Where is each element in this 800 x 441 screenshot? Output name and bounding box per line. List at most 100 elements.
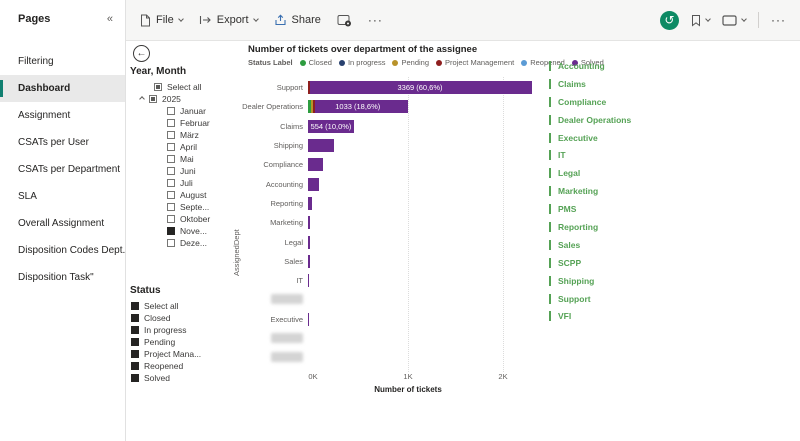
department-item-support[interactable]: Support: [549, 290, 631, 308]
filter-item-select-all[interactable]: Select all: [130, 300, 234, 312]
department-item-legal[interactable]: Legal: [549, 164, 631, 182]
filter-item-septe[interactable]: Septe...: [130, 201, 234, 213]
department-item-sales[interactable]: Sales: [549, 236, 631, 254]
bar-segment-solved[interactable]: [308, 255, 310, 269]
sidebar-item-filtering[interactable]: Filtering: [0, 48, 125, 75]
sidebar-item-sla[interactable]: SLA: [0, 183, 125, 210]
sidebar-item-disposition-task[interactable]: Disposition Task": [0, 264, 125, 291]
bar-segment-pending[interactable]: [311, 100, 313, 114]
legend-item-pending[interactable]: Pending: [392, 58, 429, 67]
refresh-button[interactable]: ↺: [660, 10, 679, 30]
checkbox-select-all[interactable]: [154, 83, 162, 91]
toolbar-more-button[interactable]: ···: [367, 13, 383, 27]
checkbox-septe[interactable]: [167, 203, 175, 211]
bar-segment-solved[interactable]: [309, 81, 532, 95]
sidebar-item-csats-per-department[interactable]: CSATs per Department: [0, 156, 125, 183]
filter-item-februar[interactable]: Februar: [130, 117, 234, 129]
sidebar-item-disposition-codes-dept[interactable]: Disposition Codes Dept...: [0, 237, 131, 264]
bar-segment-solved[interactable]: [308, 235, 310, 249]
department-item-shipping[interactable]: Shipping: [549, 272, 631, 290]
filter-item-closed[interactable]: Closed: [130, 312, 234, 324]
checkbox-august[interactable]: [167, 191, 175, 199]
checkbox-reopened[interactable]: [131, 362, 139, 370]
sidebar-collapse-icon[interactable]: «: [106, 13, 113, 25]
filter-item-solved[interactable]: Solved: [130, 372, 234, 384]
bar-segment-solved[interactable]: [308, 139, 334, 153]
export-menu-button[interactable]: Export: [199, 14, 259, 26]
filter-item-in-progress[interactable]: In progress: [130, 324, 234, 336]
checkbox-m-rz[interactable]: [167, 131, 175, 139]
department-item-dealer-operations[interactable]: Dealer Operations: [549, 111, 631, 129]
bar-segment-project-management[interactable]: [308, 81, 310, 95]
filter-item-april[interactable]: April: [130, 141, 234, 153]
department-item-reporting[interactable]: Reporting: [549, 218, 631, 236]
checkbox-juli[interactable]: [167, 179, 175, 187]
filter-item-august[interactable]: August: [130, 189, 234, 201]
filter-item-januar[interactable]: Januar: [130, 105, 234, 117]
bar-segment-solved[interactable]: [314, 100, 408, 114]
department-item-vfi[interactable]: VFI: [549, 307, 631, 325]
filter-item-oktober[interactable]: Oktober: [130, 213, 234, 225]
bar-segment-solved[interactable]: [308, 216, 310, 230]
filter-item-2025[interactable]: 2025: [130, 93, 234, 105]
checkbox-in-progress[interactable]: [131, 326, 139, 334]
bar-segment-project-management[interactable]: [312, 100, 315, 114]
filter-item-pending[interactable]: Pending: [130, 336, 234, 348]
collapse-caret-icon[interactable]: [139, 96, 145, 102]
legend-item-project-management[interactable]: Project Management: [436, 58, 514, 67]
department-item-marketing[interactable]: Marketing: [549, 182, 631, 200]
checkbox-select-all[interactable]: [131, 302, 139, 310]
department-item-accounting[interactable]: Accounting: [549, 57, 631, 75]
bar-segment-closed[interactable]: [308, 100, 311, 114]
checkbox-solved[interactable]: [131, 374, 139, 382]
legend-item-closed[interactable]: Closed: [299, 58, 332, 67]
checkbox-april[interactable]: [167, 143, 175, 151]
legend-item-in-progress[interactable]: In progress: [338, 58, 385, 67]
filter-item-juni[interactable]: Juni: [130, 165, 234, 177]
checkbox-closed[interactable]: [131, 314, 139, 322]
department-item-pms[interactable]: PMS: [549, 200, 631, 218]
sidebar-item-dashboard[interactable]: Dashboard: [0, 75, 125, 102]
filter-item-nove[interactable]: Nove...: [130, 225, 234, 237]
filter-item-select-all[interactable]: Select all: [130, 81, 234, 93]
filter-item-deze[interactable]: Deze...: [130, 237, 234, 249]
bar-segment-solved[interactable]: [308, 119, 354, 133]
checkbox-mai[interactable]: [167, 155, 175, 163]
filter-item-mai[interactable]: Mai: [130, 153, 234, 165]
bar-segment-solved[interactable]: [308, 313, 309, 327]
checkbox-februar[interactable]: [167, 119, 175, 127]
checkbox-project-mana[interactable]: [131, 350, 139, 358]
view-mode-button[interactable]: [722, 14, 747, 26]
settings-badge-button[interactable]: [337, 14, 352, 27]
back-button[interactable]: ←: [133, 45, 150, 62]
department-item-claims[interactable]: Claims: [549, 75, 631, 93]
sidebar-item-assignment[interactable]: Assignment: [0, 102, 125, 129]
department-item-scpp[interactable]: SCPP: [549, 254, 631, 272]
checkbox-nove[interactable]: [167, 227, 175, 235]
legend-item-reopened[interactable]: Reopened: [521, 58, 565, 67]
filter-item-m-rz[interactable]: März: [130, 129, 234, 141]
department-item-it[interactable]: IT: [549, 146, 631, 164]
filter-item-project-mana[interactable]: Project Mana...: [130, 348, 234, 360]
bar-segment-solved[interactable]: [308, 197, 312, 211]
sidebar-item-csats-per-user[interactable]: CSATs per User: [0, 129, 125, 156]
bar-segment-solved[interactable]: [308, 177, 319, 191]
checkbox-pending[interactable]: [131, 338, 139, 346]
checkbox-2025[interactable]: [149, 95, 157, 103]
bookmarks-button[interactable]: [691, 14, 711, 27]
toolbar-overflow-button[interactable]: ···: [771, 13, 786, 27]
bar-segment-solved[interactable]: [308, 274, 309, 288]
legend-item-solved[interactable]: Solved: [571, 58, 604, 67]
checkbox-januar[interactable]: [167, 107, 175, 115]
share-button[interactable]: Share: [274, 14, 321, 26]
checkbox-deze[interactable]: [167, 239, 175, 247]
sidebar-item-overall-assignment[interactable]: Overall Assignment: [0, 210, 125, 237]
bar-segment-solved[interactable]: [308, 158, 323, 172]
department-item-executive[interactable]: Executive: [549, 129, 631, 147]
checkbox-oktober[interactable]: [167, 215, 175, 223]
checkbox-juni[interactable]: [167, 167, 175, 175]
filter-item-juli[interactable]: Juli: [130, 177, 234, 189]
department-item-compliance[interactable]: Compliance: [549, 93, 631, 111]
filter-item-reopened[interactable]: Reopened: [130, 360, 234, 372]
file-menu-button[interactable]: File: [140, 14, 184, 27]
